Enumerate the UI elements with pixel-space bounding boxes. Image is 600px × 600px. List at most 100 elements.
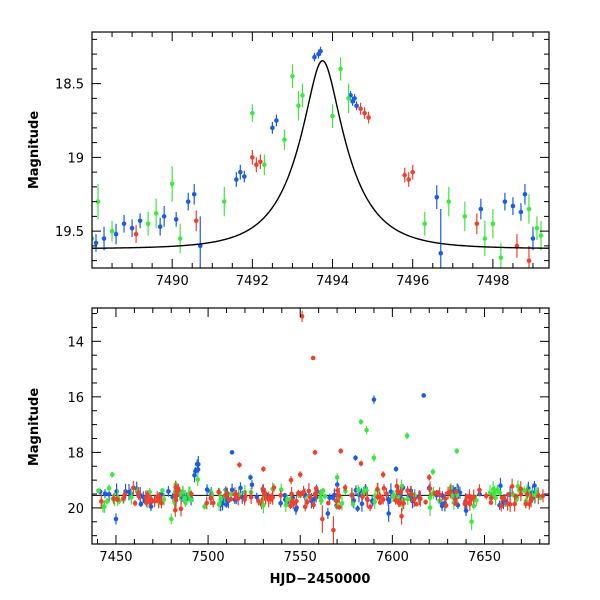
data-point-red <box>258 154 263 170</box>
data-point-blue <box>325 507 331 520</box>
data-point-red <box>362 107 367 120</box>
data-point-red <box>401 497 406 510</box>
data-point-red <box>474 213 480 235</box>
data-point-red <box>248 490 254 505</box>
data-point-red <box>243 490 248 503</box>
x-tick-label: 7492 <box>236 274 269 289</box>
data-point-blue <box>318 46 323 56</box>
data-point-red <box>394 478 400 494</box>
data-point-blue <box>387 498 392 505</box>
data-point-red <box>507 496 513 512</box>
data-point-blue <box>157 217 163 236</box>
data-point-blue <box>249 480 255 490</box>
x-tick-label: 7650 <box>468 550 501 565</box>
data-point-red <box>254 157 259 173</box>
data-point-blue <box>354 101 359 111</box>
data-point-red <box>289 487 294 501</box>
data-point-red <box>526 245 532 268</box>
data-point-red <box>304 498 310 506</box>
data-point-green <box>145 211 151 236</box>
data-point-blue <box>185 192 191 211</box>
data-point-red <box>115 497 120 503</box>
data-point-blue <box>254 492 260 502</box>
data-point-green <box>521 486 527 495</box>
data-point-red <box>260 484 266 494</box>
data-point-red <box>366 111 371 124</box>
data-point-green <box>474 494 479 507</box>
data-point-blue <box>234 172 239 187</box>
data-point-red <box>406 172 411 187</box>
data-point-green <box>422 211 428 236</box>
data-point-green <box>364 426 369 435</box>
data-point-blue <box>532 480 537 491</box>
data-point-red <box>453 501 458 507</box>
top-panel-ylabel: Magnitude <box>27 111 42 190</box>
data-point-blue <box>238 164 243 180</box>
data-point-red <box>312 449 318 456</box>
data-point-green <box>102 500 107 513</box>
data-point-blue <box>510 197 516 215</box>
data-point-red <box>477 484 482 496</box>
data-point-red <box>132 500 138 507</box>
data-point-green <box>482 220 488 257</box>
data-point-green <box>339 496 345 511</box>
data-point-red <box>301 485 306 499</box>
data-point-blue <box>530 226 536 251</box>
data-point-red <box>380 494 386 505</box>
data-point-red <box>310 355 316 361</box>
data-point-red <box>269 492 275 503</box>
data-point-blue <box>274 114 279 127</box>
data-point-red <box>326 500 331 506</box>
data-point-green <box>495 484 500 495</box>
data-point-red <box>172 490 178 502</box>
data-point-blue <box>371 395 377 404</box>
data-point-red <box>235 492 240 502</box>
data-point-red <box>204 496 210 510</box>
data-point-red <box>365 492 370 508</box>
data-point-red <box>525 489 530 499</box>
data-point-red <box>288 475 294 485</box>
data-point-red <box>210 498 216 508</box>
data-point-red <box>302 502 308 512</box>
data-point-red <box>349 487 355 503</box>
y-tick-label: 14 <box>67 335 84 350</box>
data-point-red <box>208 491 214 505</box>
data-point-red <box>333 493 339 509</box>
data-point-red <box>396 498 402 508</box>
data-point-blue <box>502 192 508 211</box>
data-point-red <box>399 507 404 525</box>
data-point-red <box>512 496 517 512</box>
data-point-blue <box>386 505 391 522</box>
data-point-green <box>338 57 343 81</box>
y-tick-label: 19 <box>67 151 84 166</box>
data-point-red <box>540 489 546 503</box>
data-point-red <box>414 501 419 507</box>
data-point-blue <box>191 183 197 205</box>
data-point-red <box>535 487 541 505</box>
data-point-green <box>96 488 101 494</box>
data-point-red <box>377 492 383 501</box>
bottom-panel-ylabel: Magnitude <box>27 388 42 467</box>
data-point-blue <box>204 484 210 495</box>
data-point-blue <box>393 466 399 472</box>
data-point-blue <box>355 505 360 512</box>
data-point-red <box>358 460 364 467</box>
data-point-red <box>464 493 470 501</box>
data-point-green <box>538 220 544 251</box>
data-point-green <box>283 498 289 513</box>
data-point-red <box>261 466 266 472</box>
data-point-red <box>312 490 318 498</box>
data-point-blue <box>137 213 143 229</box>
data-point-green <box>296 91 301 121</box>
data-point-green <box>250 104 255 122</box>
data-point-green <box>168 513 174 525</box>
data-point-green <box>282 129 287 150</box>
top-panel-points <box>92 46 544 268</box>
data-point-green <box>462 201 468 232</box>
data-point-red <box>335 485 340 496</box>
data-point-green <box>490 481 496 498</box>
data-point-blue <box>434 185 440 209</box>
data-point-blue <box>463 505 469 517</box>
data-point-red <box>250 150 255 165</box>
